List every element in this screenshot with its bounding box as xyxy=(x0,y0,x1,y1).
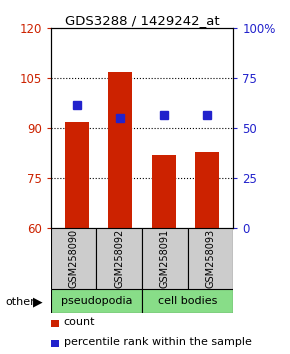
Text: ▶: ▶ xyxy=(33,295,43,308)
Bar xyxy=(108,72,132,228)
Bar xyxy=(96,228,142,289)
Bar xyxy=(142,289,233,313)
Bar xyxy=(65,122,89,228)
Bar xyxy=(51,228,96,289)
Text: GSM258090: GSM258090 xyxy=(69,229,79,288)
Text: percentile rank within the sample: percentile rank within the sample xyxy=(64,337,252,347)
Bar xyxy=(152,155,176,228)
Text: GSM258092: GSM258092 xyxy=(114,229,124,288)
Bar xyxy=(51,289,142,313)
Text: other: other xyxy=(6,297,36,307)
Text: pseudopodia: pseudopodia xyxy=(61,296,132,306)
Title: GDS3288 / 1429242_at: GDS3288 / 1429242_at xyxy=(65,14,220,27)
Bar xyxy=(188,228,233,289)
Text: count: count xyxy=(64,318,95,327)
Text: GSM258093: GSM258093 xyxy=(206,229,215,288)
Text: cell bodies: cell bodies xyxy=(158,296,218,306)
Text: GSM258091: GSM258091 xyxy=(160,229,170,288)
Bar xyxy=(142,228,188,289)
Bar xyxy=(195,152,219,228)
